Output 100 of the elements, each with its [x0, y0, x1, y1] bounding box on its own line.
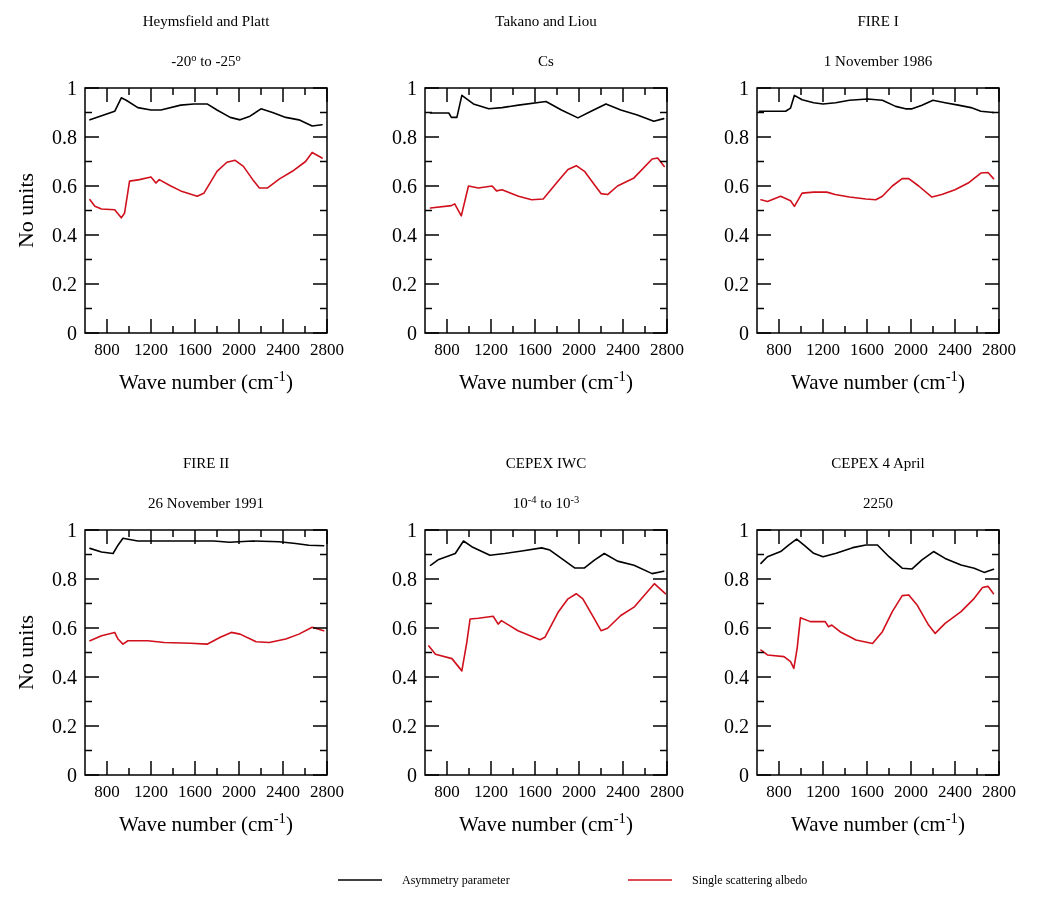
y-tick-label: 0.2 — [52, 715, 77, 737]
x-tick-label: 2800 — [310, 782, 344, 801]
x-tick-label: 2400 — [606, 340, 640, 359]
chart-title: Heymsfield and Platt — [142, 13, 271, 29]
x-tick-label: 1200 — [134, 340, 168, 359]
x-tick-label: 800 — [94, 340, 120, 359]
x-tick-label: 2000 — [894, 782, 928, 801]
y-tick-label: 0.2 — [724, 715, 749, 737]
x-axis-title: Wave number (cm$^{-1}$) — [119, 810, 293, 836]
x-tick-label: 1600 — [518, 782, 552, 801]
y-tick-label: 0.4 — [52, 224, 77, 246]
x-tick-label: 2400 — [938, 340, 972, 359]
y-tick-label: 1 — [407, 519, 417, 541]
y-tick-label: 0.2 — [52, 273, 77, 295]
chart-title: Takano and Liou — [495, 13, 598, 29]
x-tick-label: 1200 — [474, 340, 508, 359]
legend-label: Single scattering albedo — [692, 873, 808, 887]
x-tick-label: 1200 — [134, 782, 168, 801]
x-tick-label: 2000 — [222, 340, 256, 359]
y-tick-label: 0.4 — [52, 666, 77, 688]
chart-title: FIRE II — [182, 455, 230, 471]
y-tick-label: 0.2 — [392, 273, 417, 295]
y-tick-label: 0.8 — [724, 126, 749, 148]
y-axis-title: No units — [13, 172, 38, 249]
x-axis-title: Wave number (cm$^{-1}$) — [119, 368, 293, 394]
y-tick-label: 1 — [67, 77, 77, 99]
legend-label: Asymmetry parameter — [402, 873, 510, 887]
x-tick-label: 1600 — [850, 782, 884, 801]
x-tick-label: 2400 — [606, 782, 640, 801]
x-tick-label: 2000 — [894, 340, 928, 359]
y-tick-label: 0.8 — [52, 126, 77, 148]
y-tick-label: 0.6 — [392, 617, 417, 639]
x-tick-label: 800 — [434, 340, 460, 359]
y-tick-label: 0.8 — [52, 568, 77, 590]
x-tick-label: 2800 — [982, 782, 1016, 801]
x-tick-label: 2400 — [266, 782, 300, 801]
y-tick-label: 0.8 — [392, 568, 417, 590]
y-tick-label: 0.6 — [724, 175, 749, 197]
x-tick-label: 2000 — [222, 782, 256, 801]
y-tick-label: 0 — [739, 764, 749, 786]
y-tick-label: 0 — [739, 322, 749, 344]
x-tick-label: 1600 — [178, 782, 212, 801]
y-tick-label: 0.6 — [52, 175, 77, 197]
x-tick-label: 2400 — [938, 782, 972, 801]
y-tick-label: 0.8 — [724, 568, 749, 590]
x-tick-label: 2000 — [562, 782, 596, 801]
y-tick-label: 1 — [739, 519, 749, 541]
x-tick-label: 800 — [766, 340, 792, 359]
line-series — [429, 157, 666, 217]
x-tick-label: 2800 — [310, 340, 344, 359]
chart-title: FIRE I — [857, 13, 899, 29]
line-series — [760, 171, 995, 208]
x-tick-label: 2400 — [266, 340, 300, 359]
x-tick-label: 1600 — [178, 340, 212, 359]
y-tick-label: 0.2 — [392, 715, 417, 737]
chart-subtitle: -20$^{o}$ to -25$^{o}$ — [171, 51, 241, 69]
y-tick-label: 1 — [67, 519, 77, 541]
chart-subtitle: 2250 — [863, 495, 893, 511]
chart-subtitle: Cs — [538, 53, 555, 69]
x-tick-label: 2000 — [562, 340, 596, 359]
x-tick-label: 2800 — [650, 782, 684, 801]
x-tick-label: 2800 — [650, 340, 684, 359]
y-tick-label: 0 — [407, 764, 417, 786]
y-tick-label: 0.4 — [724, 224, 749, 246]
x-tick-label: 1200 — [474, 782, 508, 801]
y-tick-label: 0 — [407, 322, 417, 344]
x-tick-label: 1200 — [806, 340, 840, 359]
y-tick-label: 0.4 — [724, 666, 749, 688]
chart-title: CEPEX 4 April — [831, 455, 925, 471]
chart-subtitle: 26 November 1991 — [148, 495, 264, 511]
y-axis-title: No units — [13, 614, 38, 691]
y-tick-label: 0.6 — [724, 617, 749, 639]
x-axis-title: Wave number (cm$^{-1}$) — [791, 368, 965, 394]
y-tick-label: 0.8 — [392, 126, 417, 148]
x-tick-label: 1200 — [806, 782, 840, 801]
line-series — [429, 540, 665, 575]
y-tick-label: 0.2 — [724, 273, 749, 295]
x-axis-title: Wave number (cm$^{-1}$) — [459, 368, 633, 394]
line-series — [89, 626, 325, 645]
line-series — [760, 585, 995, 670]
y-tick-label: 0 — [67, 764, 77, 786]
chart-subtitle: 10$^{-4}$ to 10$^{-3}$ — [512, 493, 580, 511]
x-axis-title: Wave number (cm$^{-1}$) — [459, 810, 633, 836]
x-axis-title: Wave number (cm$^{-1}$) — [791, 810, 965, 836]
y-tick-label: 0.4 — [392, 224, 417, 246]
y-tick-label: 0.6 — [52, 617, 77, 639]
x-tick-label: 800 — [434, 782, 460, 801]
line-series — [89, 151, 323, 219]
line-series — [428, 582, 667, 672]
y-tick-label: 0.6 — [392, 175, 417, 197]
x-tick-label: 1600 — [518, 340, 552, 359]
x-tick-label: 800 — [94, 782, 120, 801]
y-tick-label: 1 — [739, 77, 749, 99]
y-tick-label: 0 — [67, 322, 77, 344]
chart-subtitle: 1 November 1986 — [823, 53, 933, 69]
x-tick-label: 1600 — [850, 340, 884, 359]
y-tick-label: 0.4 — [392, 666, 417, 688]
x-tick-label: 2800 — [982, 340, 1016, 359]
y-tick-label: 1 — [407, 77, 417, 99]
x-tick-label: 800 — [766, 782, 792, 801]
